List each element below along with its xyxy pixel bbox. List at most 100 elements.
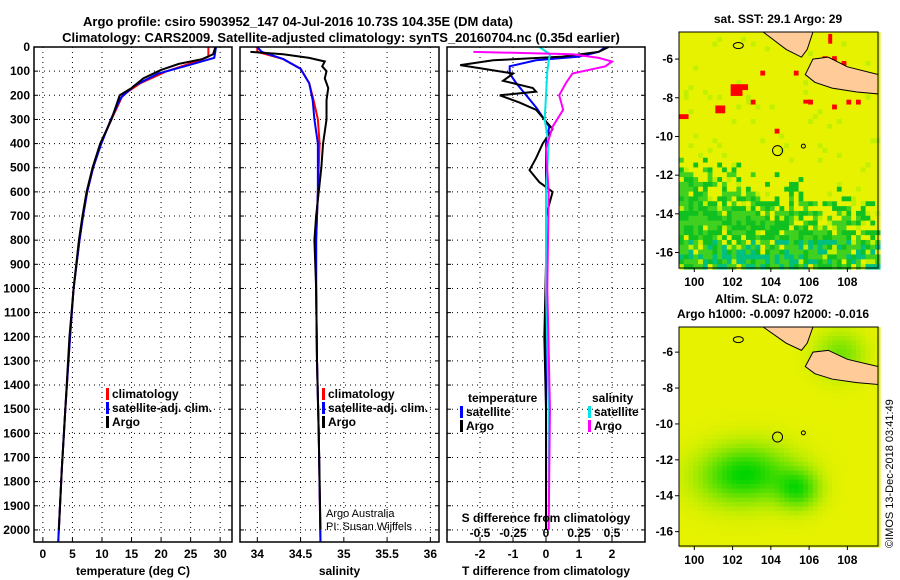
- map-cell: [769, 479, 776, 485]
- map-cell: [779, 439, 785, 445]
- map-cell: [784, 196, 790, 202]
- map-cell: [812, 244, 819, 251]
- map-cell: [765, 394, 771, 400]
- map-cell: [784, 362, 790, 368]
- map-cell: [774, 210, 781, 217]
- map-cell: [808, 90, 814, 96]
- map-cell: [832, 254, 838, 260]
- map-cell: [784, 430, 790, 436]
- map-cell: [784, 380, 790, 386]
- map-cell: [736, 398, 742, 404]
- map-cell: [798, 416, 804, 422]
- map-cell: [755, 109, 761, 115]
- x2-tick-label: 0.25: [567, 526, 591, 540]
- map-cell: [688, 335, 694, 342]
- map-cell: [769, 430, 776, 436]
- map-cell: [745, 412, 752, 418]
- map-cell: [793, 114, 800, 120]
- map-cell: [851, 249, 857, 256]
- map-cell: [755, 344, 761, 351]
- map-cell: [822, 394, 828, 400]
- map-cell: [769, 497, 776, 503]
- map-cell: [822, 407, 828, 413]
- map-cell: [827, 254, 833, 260]
- map-cell: [769, 152, 776, 159]
- map-cell: [808, 206, 814, 212]
- map-cell: [855, 506, 862, 512]
- map-cell: [765, 439, 771, 445]
- map-cell: [722, 191, 728, 198]
- map-cell: [779, 479, 785, 485]
- map-cell: [745, 515, 752, 521]
- map-cell: [683, 542, 690, 548]
- map-cell: [808, 162, 814, 169]
- map-cell: [726, 353, 733, 360]
- map-cell: [731, 36, 738, 43]
- map-cell: [736, 479, 742, 485]
- map-cell: [731, 353, 738, 360]
- map-cell: [760, 215, 766, 222]
- map-cell: [841, 249, 848, 256]
- map-cell: [702, 457, 709, 463]
- map-cell: [784, 80, 790, 86]
- map-cell: [707, 497, 714, 503]
- map-cell: [760, 349, 766, 355]
- map-cell: [750, 239, 757, 246]
- map-cell: [750, 515, 757, 521]
- map-cell: [798, 349, 804, 355]
- map-cell: [865, 109, 871, 115]
- map-cell: [688, 152, 694, 159]
- map-cell: [812, 331, 819, 337]
- map-cell: [683, 56, 690, 62]
- map-cell: [817, 466, 824, 472]
- map-cell: [779, 99, 785, 106]
- map-cell: [683, 519, 690, 526]
- y-tick-label: 1800: [3, 475, 30, 489]
- map-cell: [779, 123, 785, 130]
- map-cell: [679, 85, 685, 91]
- map-cell: [846, 497, 852, 503]
- map-cell: [760, 85, 766, 91]
- map-cell: [827, 157, 833, 164]
- map-cell: [817, 186, 824, 193]
- map-cell: [745, 143, 752, 149]
- map-cell: [817, 470, 824, 476]
- map-cell: [750, 70, 757, 77]
- map-cell: [793, 143, 800, 149]
- map-cell: [722, 70, 728, 77]
- map-cell: [683, 412, 690, 418]
- map-cell: [769, 439, 776, 445]
- map-cell: [779, 230, 785, 236]
- map-cell: [707, 389, 714, 395]
- map-cell: [803, 367, 809, 373]
- map-cell: [851, 172, 857, 178]
- map-cell: [803, 254, 809, 260]
- x-tick-label: 108: [837, 275, 857, 289]
- map-cell: [745, 259, 752, 265]
- map-cell: [683, 254, 690, 260]
- map-cell: [702, 430, 709, 436]
- map-cell: [750, 452, 757, 458]
- map-cell: [803, 167, 809, 173]
- map-cell: [803, 220, 809, 227]
- map-cell: [836, 497, 843, 503]
- map-cell: [789, 367, 795, 373]
- map-cell: [774, 128, 781, 135]
- map-cell: [688, 466, 694, 472]
- map-cell: [760, 389, 766, 395]
- map-cell: [741, 36, 747, 43]
- map-cell: [798, 80, 804, 86]
- map-cell: [745, 264, 752, 270]
- map-cell: [688, 123, 694, 130]
- map-cell: [865, 56, 871, 62]
- map-cell: [789, 376, 795, 382]
- map-cell: [698, 479, 704, 485]
- map-cell: [808, 443, 814, 449]
- map-cell: [707, 104, 714, 110]
- map-cell: [827, 344, 833, 351]
- map-cell: [789, 99, 795, 106]
- map-cell: [765, 353, 771, 360]
- map-cell: [755, 457, 761, 463]
- map-cell: [774, 109, 781, 115]
- map-cell: [726, 157, 733, 164]
